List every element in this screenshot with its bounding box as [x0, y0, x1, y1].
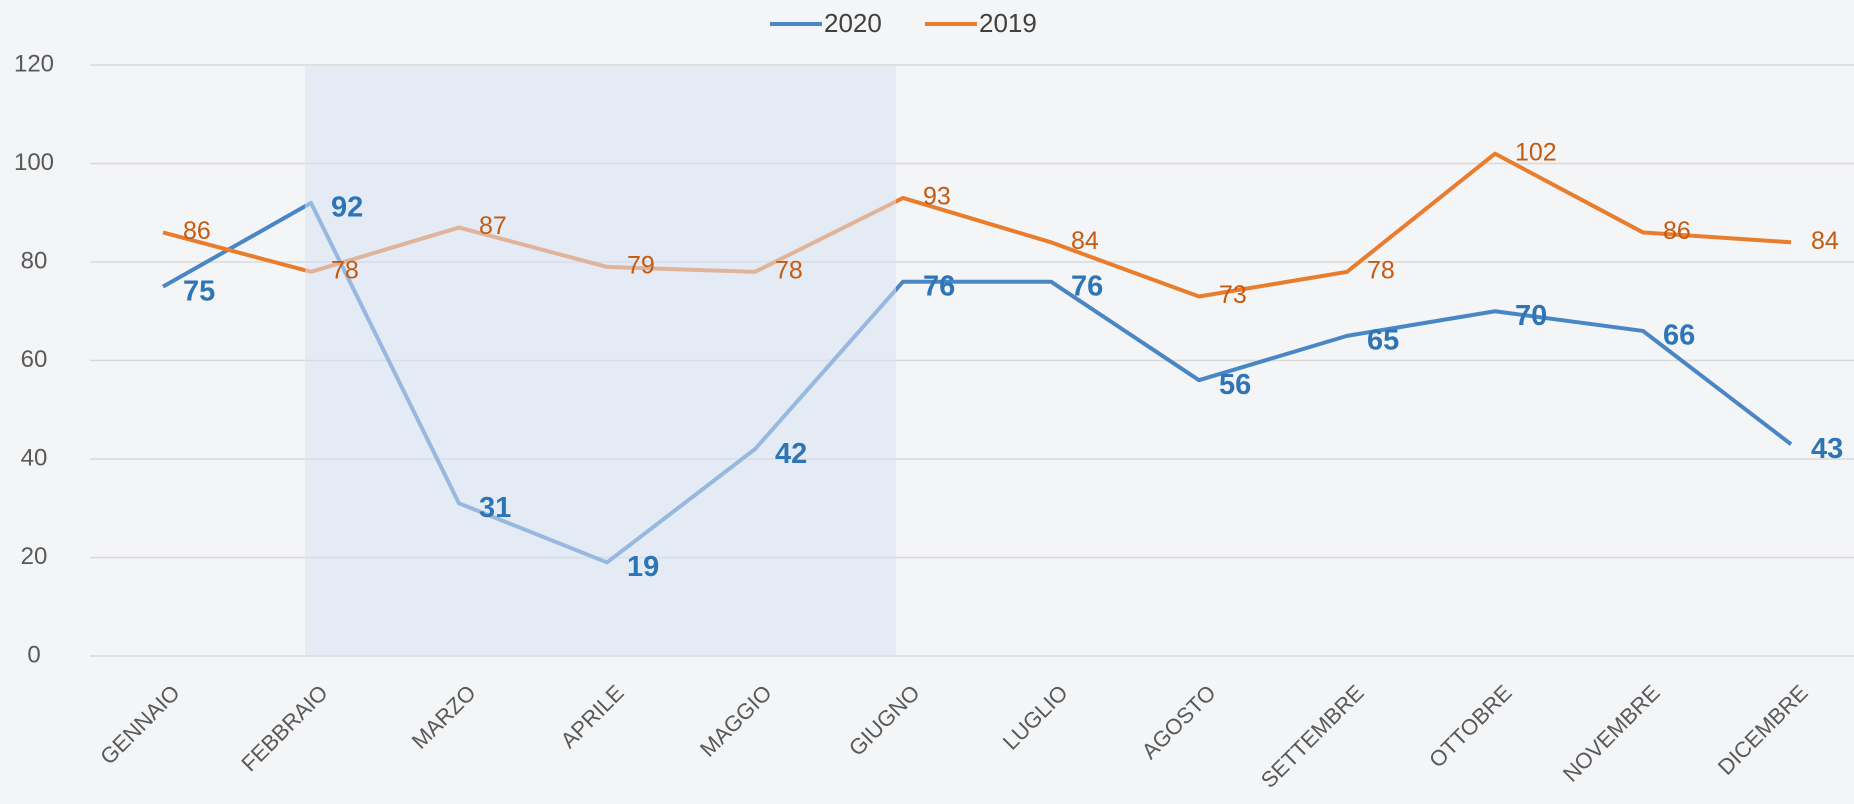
legend-label: 2020	[824, 8, 882, 38]
y-tick-label: 120	[14, 50, 54, 77]
data-label: 92	[331, 192, 363, 224]
data-label: 42	[775, 438, 807, 470]
data-label: 43	[1811, 433, 1843, 465]
data-label: 19	[627, 551, 659, 583]
data-label: 78	[1367, 256, 1395, 284]
data-label: 79	[627, 252, 655, 280]
data-label: 87	[479, 212, 507, 240]
data-label: 75	[183, 275, 215, 307]
data-label: 93	[923, 183, 951, 211]
data-label: 86	[1663, 217, 1691, 245]
data-label: 76	[1071, 270, 1103, 302]
legend-label: 2019	[979, 8, 1037, 38]
y-tick-label: 80	[21, 247, 48, 274]
highlight-band	[305, 65, 896, 656]
data-label: 102	[1515, 138, 1557, 166]
y-tick-label: 0	[27, 641, 40, 668]
data-label: 65	[1367, 325, 1399, 357]
data-label: 70	[1515, 300, 1547, 332]
data-label: 86	[183, 217, 211, 245]
data-label: 31	[479, 492, 511, 524]
data-label: 73	[1219, 281, 1247, 309]
y-tick-label: 40	[21, 444, 48, 471]
data-label: 84	[1071, 227, 1099, 255]
y-tick-label: 20	[21, 543, 48, 570]
data-label: 66	[1663, 320, 1695, 352]
y-tick-label: 60	[21, 346, 48, 373]
data-label: 84	[1811, 227, 1839, 255]
labels: 75 92 31 19 42 76 76 56 65 70 66 43 86 78 87 79 78 93 84 73…	[183, 8, 1843, 583]
y-tick-label: 100	[14, 149, 54, 176]
data-label: 76	[923, 270, 955, 302]
data-label: 78	[775, 256, 803, 284]
data-label: 56	[1219, 369, 1251, 401]
data-label: 78	[331, 256, 359, 284]
